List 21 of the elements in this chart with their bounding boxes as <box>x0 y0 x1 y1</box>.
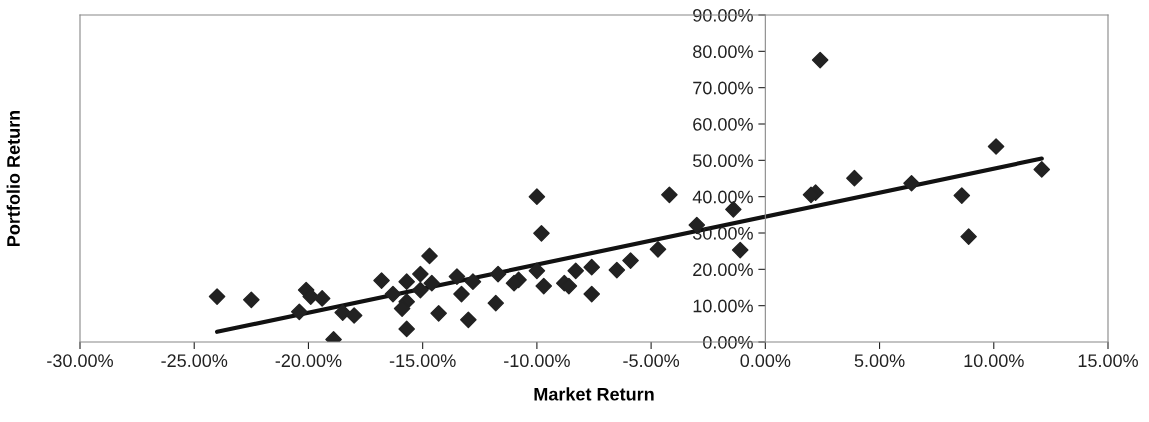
y-tick-label: 80.00% <box>693 45 753 59</box>
x-tick-label: 15.00% <box>1078 354 1138 368</box>
y-axis-title: Portfolio Return <box>6 110 20 246</box>
x-tick-label: -25.00% <box>161 354 228 368</box>
x-tick-label: 10.00% <box>964 354 1024 368</box>
x-tick-label: -10.00% <box>504 354 570 368</box>
x-tick-label: -20.00% <box>275 354 342 368</box>
y-tick-label: 0.00% <box>703 335 753 349</box>
y-tick-label: 10.00% <box>693 299 753 313</box>
x-tick-label: -15.00% <box>389 354 456 368</box>
x-tick-label: 5.00% <box>854 354 905 368</box>
x-tick-label: -30.00% <box>47 354 113 368</box>
x-axis-title: Market Return <box>534 387 654 401</box>
y-tick-label: 40.00% <box>692 190 753 204</box>
y-tick-label: 90.00% <box>693 8 753 22</box>
x-tick-label: -5.00% <box>623 354 680 368</box>
y-tick-label: 50.00% <box>693 154 753 168</box>
y-tick-label: 20.00% <box>693 263 753 277</box>
y-tick-label: 60.00% <box>693 117 753 131</box>
x-tick-label: 0.00% <box>740 354 791 368</box>
y-tick-label: 70.00% <box>693 81 753 95</box>
